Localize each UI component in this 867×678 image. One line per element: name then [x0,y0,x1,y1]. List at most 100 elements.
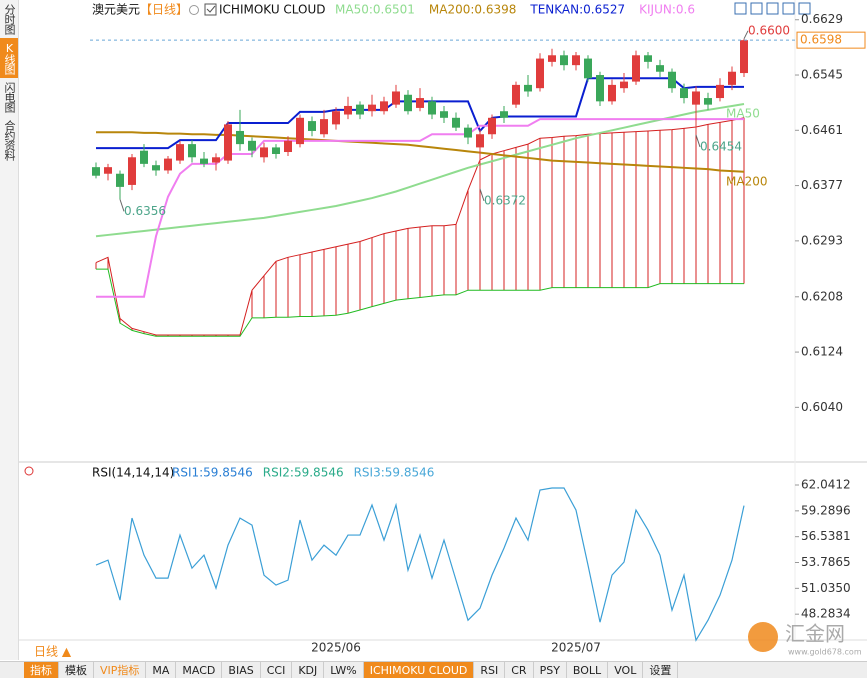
y-tick-label: 51.0350 [801,581,851,595]
y-tick-label: 62.0412 [801,478,851,492]
toolbar-tab[interactable]: LW% [324,662,364,678]
toolbar-tab[interactable]: ICHIMOKU CLOUD [363,662,475,678]
candle-body [188,144,196,158]
toolbar-icons [734,2,811,15]
candle-body [608,84,616,102]
period-button[interactable]: 日线 ▲ [34,645,72,659]
candle-body [152,165,160,171]
side-tab[interactable]: K线图 [0,38,18,78]
toolbar-tab[interactable]: VIP指标 [94,662,147,678]
icon[interactable] [782,2,795,15]
annotation-leader [479,188,485,202]
y-tick-label: 59.2896 [801,503,851,517]
candle-body [92,167,100,176]
toolbar-tab[interactable]: VOL [608,662,644,678]
side-tab[interactable]: 合约资料 [3,120,16,160]
icon[interactable] [766,2,779,15]
y-tick-label: 0.6208 [801,289,843,303]
candle-body [632,55,640,82]
candle-body [716,84,724,99]
y-tick-label: 0.6629 [801,12,843,26]
candle-body [104,167,112,174]
y-tick-label: 0.6124 [801,345,843,359]
candle-body [584,58,592,79]
indicator-line [95,102,745,238]
annotation: 0.6454 [700,139,742,153]
candle-body [512,84,520,105]
toolbar-tab[interactable]: KDJ [292,662,325,678]
candle-body [380,101,388,112]
toolbar-tab[interactable]: RSI [474,662,506,678]
candle-body [260,147,268,158]
toolbar-tab[interactable]: BIAS [222,662,261,678]
y-tick-label: 53.7865 [801,555,851,569]
candle-body [668,71,676,89]
candle-body [272,147,280,154]
line-end-label: MA200 [726,174,767,188]
annotation: 0.6372 [484,193,526,207]
toolbar-tab[interactable]: CCI [261,662,293,678]
toolbar-tab[interactable]: CR [505,662,534,678]
span-a-line [95,117,745,336]
rsi-title: RSI(14,14,14) [92,466,174,480]
logo [748,622,778,652]
candle-body [656,65,664,72]
y-tick-label: 48.2834 [801,607,851,621]
legend-entry: KIJUN:0.6 [639,3,695,17]
candle-body [296,117,304,145]
candle-body [596,75,604,102]
candle-body [428,101,436,115]
candle-body [644,55,652,62]
x-tick-label: 2025/06 [311,641,361,655]
icon[interactable] [798,2,811,15]
legend-entry: RSI1:59.8546 [172,466,253,480]
brand-url: www.gold678.com [788,648,862,657]
candle-body [692,91,700,105]
candle-body [740,40,748,74]
candle-body [140,150,148,164]
toolbar-tab[interactable]: 模板 [59,662,94,678]
candle-body [344,105,352,115]
candle-body [332,111,340,125]
toolbar-tab[interactable]: BOLL [567,662,609,678]
candle-body [368,104,376,112]
annotation-leader [695,134,701,148]
candle-body [452,117,460,128]
candle-body [212,157,220,163]
candle-body [356,104,364,115]
indicator-line [96,131,745,173]
side-tab[interactable]: 分时图 [3,4,16,34]
toolbar-tab[interactable]: 指标 [24,662,59,678]
background [18,0,867,660]
candle-body [236,130,244,145]
rsi-icon[interactable] [24,466,34,476]
sidebar: 分时图 K线图闪电图合约资料 [0,0,19,660]
side-tab[interactable]: 闪电图 [3,82,16,112]
toolbar-tab[interactable]: MA [146,662,177,678]
icon[interactable] [750,2,763,15]
legend-entry: RSI2:59.8546 [263,466,344,480]
checkbox[interactable] [204,3,217,16]
candle-body [680,88,688,99]
candle-body [308,121,316,131]
annotation: 0.6600 [748,23,790,37]
span-b-line [96,268,744,337]
candle-body [500,111,508,118]
candle-body [488,117,496,135]
candle-body [536,58,544,89]
toolbar-tab[interactable]: MACD [176,662,223,678]
candle-body [284,140,292,153]
settings-icon[interactable] [189,5,199,15]
indicator-toolbar: 指标 模板 VIP指标 MA MACD BIAS CCI KDJ LW% ICHIMOKU CLO… [0,661,867,678]
candle-body [128,157,136,185]
candle-body [620,81,628,89]
candle-body [464,127,472,138]
period[interactable]: 【日线】 [140,3,188,17]
candle-body [524,84,532,92]
icon[interactable] [734,2,747,15]
legend-entry: MA50:0.6501 [335,3,415,17]
toolbar-tab[interactable]: PSY [534,662,567,678]
toolbar-tab[interactable]: 设置 [643,662,679,678]
